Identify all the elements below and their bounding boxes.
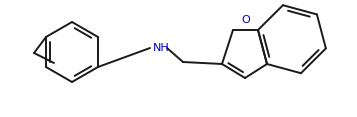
Text: NH: NH	[153, 43, 170, 53]
Text: O: O	[241, 15, 250, 25]
